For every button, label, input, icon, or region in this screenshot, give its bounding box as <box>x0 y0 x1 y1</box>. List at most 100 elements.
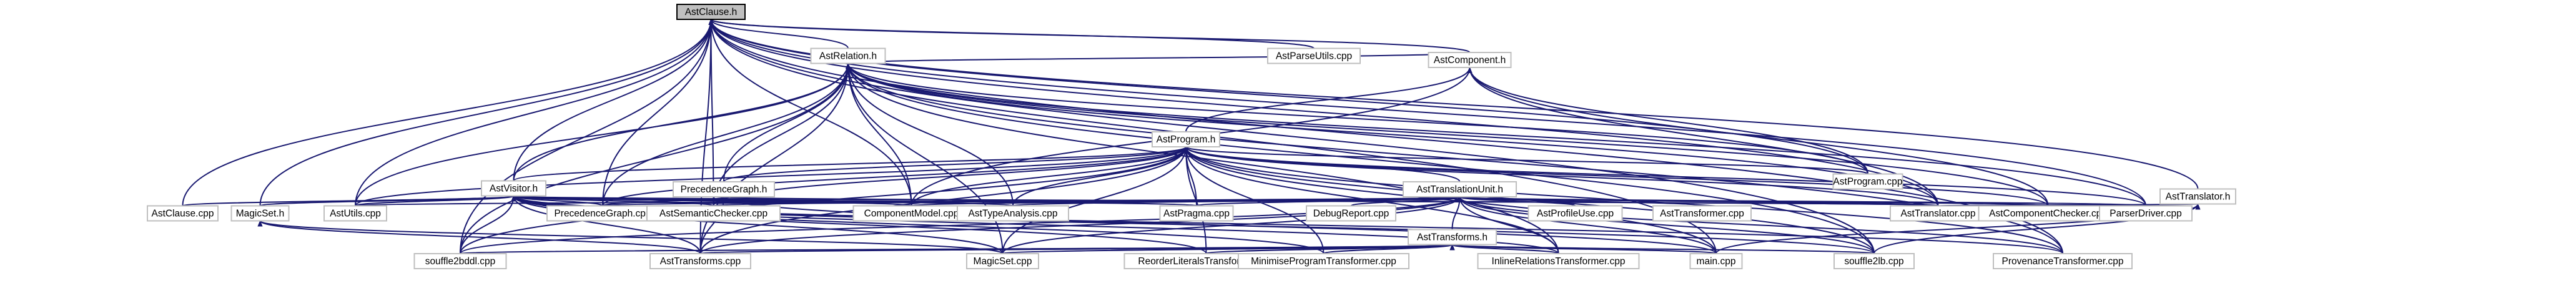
edge-magicset-h-magicset-cpp <box>257 220 1004 254</box>
edge-astprogram-h-astprogram-cpp <box>1183 146 1868 175</box>
node-label: AstTranslator.cpp <box>1900 209 1975 219</box>
node-minimiseprogramtransformer-cpp[interactable]: MinimiseProgramTransformer.cpp <box>1238 253 1409 269</box>
node-label: AstTranslator.h <box>2166 192 2231 202</box>
node-box <box>147 205 219 222</box>
edge-astclause-h-precedencegraph-cpp <box>602 19 714 206</box>
node-box <box>957 205 1069 222</box>
edge-astprogram-h-asttypeanalysis-cpp <box>1012 146 1188 206</box>
edge-astclause-h-astrelation-h <box>708 19 849 49</box>
node-label: PrecedenceGraph.cpp <box>554 209 651 219</box>
node-box <box>1833 253 1915 269</box>
node-precedencegraph-cpp[interactable]: PrecedenceGraph.cpp <box>546 205 659 222</box>
edge-astvisitor-h-astclause-cpp <box>182 195 516 207</box>
edge-astclause-h-astvisitor-h <box>513 19 714 181</box>
node-label: AstTypeAnalysis.cpp <box>968 209 1057 219</box>
node-main-cpp[interactable]: main.cpp <box>1689 253 1743 269</box>
node-label: AstTransformer.cpp <box>1660 209 1744 219</box>
node-box <box>2099 205 2193 222</box>
edge-magicset-h-asttransforms-cpp <box>257 220 701 254</box>
node-souffle2bddl-cpp[interactable]: souffle2bddl.cpp <box>413 253 507 269</box>
node-box <box>1527 205 1623 222</box>
node-provenancetransformer-cpp[interactable]: ProvenanceTransformer.cpp <box>1993 253 2133 269</box>
edge-precedencegraph-h-precedencegraph-cpp <box>602 196 726 207</box>
node-label: AstTransforms.cpp <box>660 256 741 267</box>
node-box <box>1978 205 2118 222</box>
node-astcomponentchecker-cpp[interactable]: AstComponentChecker.cpp <box>1978 205 2118 222</box>
node-astprogram-h[interactable]: AstProgram.h <box>1152 131 1220 147</box>
node-box <box>1477 253 1640 269</box>
node-astprofileuse-cpp[interactable]: AstProfileUse.cpp <box>1527 205 1623 222</box>
node-asttransformer-cpp[interactable]: AstTransformer.cpp <box>1652 205 1752 222</box>
edge-astrelation-h-astcomponent-h <box>846 52 1471 64</box>
edge-precedencegraph-h-main-cpp <box>721 196 1717 254</box>
node-box <box>1428 52 1512 68</box>
node-asttypeanalysis-cpp[interactable]: AstTypeAnalysis.cpp <box>957 205 1069 222</box>
edge-astclause-h-astprogram-cpp <box>708 19 1868 174</box>
edge-astrelation-h-souffle2bddl-cpp <box>460 62 851 254</box>
node-box <box>649 253 751 269</box>
node-inlinerelationstransformer-cpp[interactable]: InlineRelationsTransformer.cpp <box>1477 253 1640 269</box>
edge-astvisitor-h-astutils-cpp <box>355 195 516 207</box>
edge-astrelation-h-astcomponentchecker-cpp <box>846 62 2049 206</box>
node-astutils-cpp[interactable]: AstUtils.cpp <box>323 205 387 222</box>
node-label: AstProfileUse.cpp <box>1537 209 1614 219</box>
node-astcomponent-h[interactable]: AstComponent.h <box>1428 52 1512 68</box>
node-box <box>1689 253 1743 269</box>
node-astclause-h[interactable]: AstClause.h <box>676 4 746 20</box>
edge-astcomponent-h-astcomponentchecker-cpp <box>1467 67 2049 206</box>
edge-astrelation-h-astsemanticchecker-cpp <box>713 62 851 206</box>
node-label: ParserDriver.cpp <box>2110 209 2181 219</box>
node-precedencegraph-h[interactable]: PrecedenceGraph.h <box>673 181 775 197</box>
node-asttranslator-h[interactable]: AstTranslator.h <box>2159 188 2236 205</box>
edge-astprogram-h-precedencegraph-h <box>723 146 1188 182</box>
edge-astclause-h-souffle2lb-cpp <box>708 19 1875 254</box>
node-box <box>546 205 659 222</box>
node-label: AstParseUtils.cpp <box>1276 51 1352 62</box>
node-label: AstComponentChecker.cpp <box>1989 209 2107 219</box>
node-astprogram-cpp[interactable]: AstProgram.cpp <box>1832 173 1903 190</box>
edge-astrelation-h-astutils-cpp <box>355 62 851 206</box>
edge-asttransforms-h-souffle2lb-cpp <box>1450 244 1875 254</box>
edge-astprogram-h-parserdriver-cpp <box>1183 146 2146 207</box>
node-box <box>1159 205 1234 222</box>
node-astpragma-cpp[interactable]: AstPragma.cpp <box>1159 205 1234 222</box>
node-astclause-cpp[interactable]: AstClause.cpp <box>147 205 219 222</box>
node-asttranslationunit-h[interactable]: AstTranslationUnit.h <box>1403 181 1517 197</box>
node-asttransforms-h[interactable]: AstTransforms.h <box>1408 229 1497 246</box>
node-magicset-h[interactable]: MagicSet.h <box>230 205 290 222</box>
node-label: AstUtils.cpp <box>330 209 381 219</box>
node-asttranslator-cpp[interactable]: AstTranslator.cpp <box>1890 205 1986 222</box>
node-parserdriver-cpp[interactable]: ParserDriver.cpp <box>2099 205 2193 222</box>
node-astrelation-h[interactable]: AstRelation.h <box>810 47 886 64</box>
node-box <box>676 4 746 20</box>
node-magicset-cpp[interactable]: MagicSet.cpp <box>966 253 1039 269</box>
node-debugreport-cpp[interactable]: DebugReport.cpp <box>1306 205 1396 222</box>
node-label: main.cpp <box>1697 256 1736 267</box>
edge-astclause-h-astcomponent-h <box>708 19 1471 53</box>
node-astsemanticchecker-cpp[interactable]: AstSemanticChecker.cpp <box>646 205 781 222</box>
edge-asttranslationunit-h-asttransforms-cpp <box>699 196 1463 254</box>
node-box <box>673 181 775 197</box>
node-componentmodel-cpp[interactable]: ComponentModel.cpp <box>852 205 970 222</box>
node-souffle2lb-cpp[interactable]: souffle2lb.cpp <box>1833 253 1915 269</box>
node-label: AstComponent.h <box>1434 55 1506 66</box>
node-asttransforms-cpp[interactable]: AstTransforms.cpp <box>649 253 751 269</box>
edge-asttransforms-h-souffle2bddl-cpp <box>460 244 1454 254</box>
edge-astvisitor-h-astsemanticchecker-cpp <box>511 195 714 207</box>
node-astvisitor-h[interactable]: AstVisitor.h <box>481 180 546 197</box>
node-box <box>2159 188 2236 205</box>
edge-asttranslationunit-h-parserdriver-cpp <box>1458 196 2146 207</box>
node-label: DebugReport.cpp <box>1313 209 1389 219</box>
node-astparseutils-cpp[interactable]: AstParseUtils.cpp <box>1267 47 1361 64</box>
node-box <box>966 253 1039 269</box>
edge-astcomponent-h-astprogram-cpp <box>1467 67 1868 174</box>
edge-astcomponent-h-astprogram-h <box>1185 67 1473 132</box>
file-nodes: AstClause.h AstRelation.h AstParseUtils.cp… <box>147 4 2236 269</box>
node-label: AstSemanticChecker.cpp <box>659 209 767 219</box>
edge-asttransforms-h-inlinerelationstransformer-cpp <box>1449 244 1559 254</box>
node-label: AstProgram.cpp <box>1833 177 1902 187</box>
node-label: ProvenanceTransformer.cpp <box>2002 256 2124 267</box>
edge-astcomponent-h-asttranslator-cpp <box>1467 67 1939 206</box>
node-box <box>1408 229 1497 246</box>
edge-astvisitor-h-asttransforms-cpp <box>511 195 701 254</box>
